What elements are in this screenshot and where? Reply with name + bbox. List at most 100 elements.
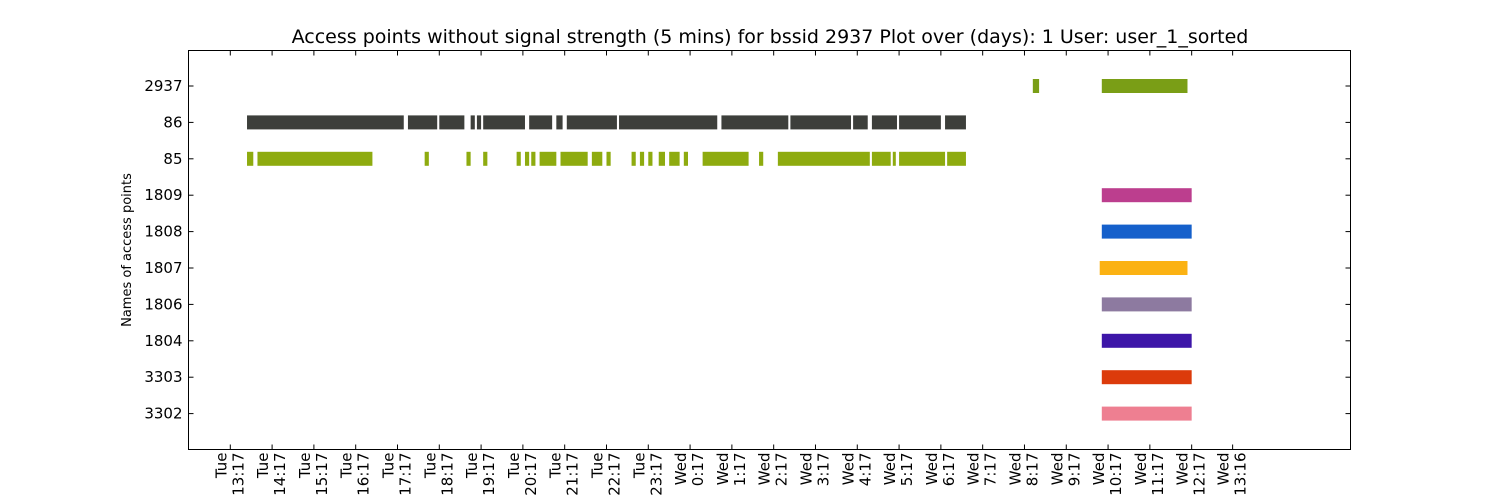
x-tick-day: Tue <box>463 453 481 480</box>
bar-segment-1808 <box>1101 224 1192 239</box>
chart-title: Access points without signal strength (5… <box>292 26 1249 48</box>
x-tick-label: Tue 16:17 <box>338 453 373 496</box>
x-tick-time: 14:17 <box>271 453 289 496</box>
bar-segment-85 <box>631 151 636 166</box>
bar-segment-1807 <box>1099 261 1188 275</box>
x-tick-day: Wed <box>881 453 899 486</box>
bar-segment-86 <box>945 115 966 130</box>
y-tick-label: 3302 <box>144 405 182 423</box>
x-tick-day: Wed <box>839 453 857 486</box>
x-tick-day: Tue <box>588 453 606 480</box>
x-tick-time: 13:16 <box>1232 453 1250 496</box>
bar-segment-86 <box>407 115 438 130</box>
bar-segment-85 <box>892 151 896 166</box>
x-tick-time: 5:17 <box>898 453 916 487</box>
x-tick-label: Tue 18:17 <box>421 453 456 496</box>
bar-segment-86 <box>247 115 404 130</box>
x-tick-day: Wed <box>714 453 732 486</box>
bar-segment-85 <box>669 151 680 166</box>
bar-segment-86 <box>721 115 789 130</box>
x-tick-label: Wed 11:17 <box>1132 453 1167 496</box>
x-tick-label: Wed 2:17 <box>756 453 791 487</box>
y-tick-label: 85 <box>163 150 182 168</box>
x-tick-label: Tue 13:17 <box>212 453 247 496</box>
bar-segment-86 <box>899 115 941 130</box>
y-tick-label: 86 <box>163 113 182 131</box>
x-tick-day: Wed <box>1215 453 1233 486</box>
y-tick-label: 1808 <box>144 223 182 241</box>
x-tick-day: Wed <box>672 453 690 486</box>
x-tick-label: Wed 8:17 <box>1006 453 1041 487</box>
bar-segment-85 <box>516 151 521 166</box>
y-axis-label: Names of access points <box>120 173 135 327</box>
bar-segment-85 <box>524 151 530 166</box>
x-tick-time: 13:17 <box>229 453 247 496</box>
x-tick-day: Tue <box>379 453 397 480</box>
x-tick-label: Wed 9:17 <box>1048 453 1083 487</box>
x-tick-label: Tue 20:17 <box>505 453 540 496</box>
x-tick-day: Tue <box>296 453 314 480</box>
x-tick-label: Wed 4:17 <box>839 453 874 487</box>
bar-segment-85 <box>648 151 653 166</box>
x-tick-label: Tue 14:17 <box>254 453 289 496</box>
x-tick-day: Tue <box>505 453 523 480</box>
bar-segment-85 <box>759 151 764 166</box>
bar-segment-85 <box>639 151 645 166</box>
bar-segment-2937 <box>1032 79 1040 93</box>
x-tick-time: 1:17 <box>731 453 749 487</box>
x-tick-day: Tue <box>212 453 230 480</box>
bar-segment-85 <box>539 151 557 166</box>
x-tick-label: Wed 5:17 <box>881 453 916 487</box>
x-tick-time: 7:17 <box>982 453 1000 487</box>
bar-segment-86 <box>439 115 465 130</box>
x-tick-time: 21:17 <box>564 453 582 496</box>
x-tick-day: Wed <box>756 453 774 486</box>
x-tick-label: Wed 13:16 <box>1215 453 1250 496</box>
y-tick-label: 1806 <box>144 295 182 313</box>
x-tick-day: Tue <box>630 453 648 480</box>
bar-segment-85 <box>591 151 603 166</box>
bar-segment-85 <box>658 151 666 166</box>
bar-segment-86 <box>483 115 525 130</box>
x-tick-label: Wed 1:17 <box>714 453 749 487</box>
bar-segment-3303 <box>1101 370 1192 385</box>
x-tick-label: Wed 10:17 <box>1090 453 1125 496</box>
x-tick-time: 11:17 <box>1149 453 1167 496</box>
bar-segment-85 <box>683 151 688 166</box>
bars-layer <box>247 79 1192 421</box>
bar-segment-86 <box>529 115 553 130</box>
bar-segment-85 <box>466 151 471 166</box>
x-tick-day: Tue <box>254 453 272 480</box>
bar-segment-85 <box>483 151 488 166</box>
bar-segment-3302 <box>1101 406 1192 421</box>
bar-segment-85 <box>560 151 588 166</box>
x-tick-time: 8:17 <box>1023 453 1041 487</box>
x-tick-time: 2:17 <box>773 453 791 487</box>
x-tick-day: Wed <box>965 453 983 486</box>
bar-segment-86 <box>871 115 897 130</box>
bar-segment-85 <box>424 151 429 166</box>
x-tick-day: Wed <box>1090 453 1108 486</box>
x-tick-time: 0:17 <box>689 453 707 487</box>
x-tick-label: Wed 12:17 <box>1174 453 1209 496</box>
bar-segment-86 <box>790 115 852 130</box>
x-tick-day: Wed <box>797 453 815 486</box>
x-tick-time: 22:17 <box>605 453 623 496</box>
x-axis: Tue 13:17 Tue 14:17 Tue 15:17 Tue 16:17 Tue 17:17… <box>212 50 1250 496</box>
bar-segment-2937 <box>1101 79 1188 93</box>
x-tick-time: 9:17 <box>1065 453 1083 487</box>
x-tick-label: Wed 3:17 <box>797 453 832 487</box>
bar-segment-86 <box>566 115 617 130</box>
x-tick-day: Wed <box>923 453 941 486</box>
y-tick-label: 1807 <box>144 259 182 277</box>
x-tick-time: 18:17 <box>438 453 456 496</box>
bar-segment-86 <box>853 115 868 130</box>
x-tick-day: Tue <box>421 453 439 480</box>
x-tick-time: 3:17 <box>814 453 832 487</box>
y-tick-label: 2937 <box>144 77 182 95</box>
x-tick-day: Tue <box>547 453 565 480</box>
bar-segment-85 <box>777 151 870 166</box>
x-tick-day: Wed <box>1048 453 1066 486</box>
bar-segment-86 <box>470 115 475 130</box>
x-tick-day: Wed <box>1174 453 1192 486</box>
